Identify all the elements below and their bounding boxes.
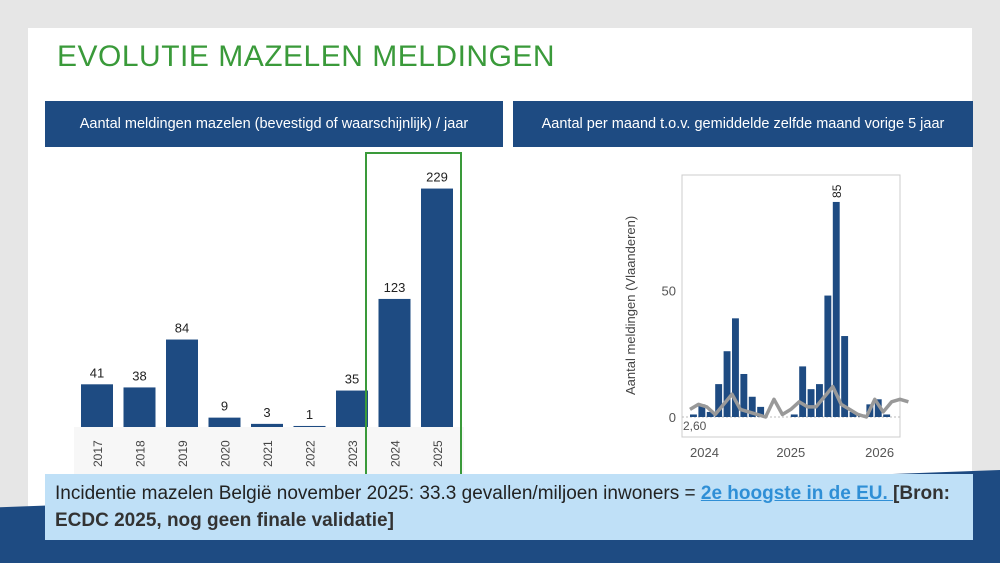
month-bar-12 [790, 414, 798, 417]
month-bar-19 [849, 411, 857, 417]
bar-2025 [421, 188, 453, 427]
bar-2017 [81, 384, 113, 427]
bar-2022 [293, 425, 326, 427]
bar-2021 [251, 423, 283, 427]
bar-2023 [336, 390, 368, 427]
month-bar-7 [748, 396, 756, 417]
average-line [689, 384, 909, 419]
data-label-2021: 3 [263, 405, 270, 420]
bar-2018 [123, 387, 156, 427]
tick-label-2022: 2022 [304, 440, 318, 467]
callout-link[interactable]: 2e hoogste in de EU. [700, 483, 894, 504]
month-bar-3 [715, 384, 723, 417]
month-bar-18 [841, 336, 849, 417]
tick-label-2025: 2025 [431, 440, 445, 467]
month-bar-23 [883, 414, 891, 417]
y-axis-label: Aantal meldingen (Vlaanderen) [623, 216, 638, 395]
tick-label-2018: 2018 [134, 440, 148, 467]
peak-label: 85 [830, 184, 844, 198]
x-tick-2025: 2025 [776, 445, 805, 460]
bar-2019 [166, 339, 198, 427]
month-bar-6 [740, 373, 748, 417]
month-bar-0 [690, 414, 697, 417]
page-title: EVOLUTIE MAZELEN MELDINGEN [57, 40, 556, 73]
tick-label-2020: 2020 [219, 440, 233, 467]
tick-label-2024: 2024 [389, 440, 403, 467]
month-bar-16 [824, 295, 832, 417]
month-bar-1 [698, 404, 706, 417]
data-label-2019: 84 [175, 321, 189, 336]
month-bar-13 [799, 366, 807, 417]
monthly-chart: Aantal meldingen (Vlaanderen) 0 50 2024 2025… [623, 174, 909, 460]
tick-label-2017: 2017 [91, 440, 105, 467]
x-tick-2024: 2024 [690, 445, 719, 460]
y-tick-50: 50 [662, 284, 676, 299]
month-bar-4 [723, 351, 731, 417]
x-tick-2026: 2026 [865, 445, 894, 460]
yearly-bar-chart: 41 2017 38 2018 84 2019 9 2020 3 2021 1 2022 35 2023 1… [74, 152, 464, 478]
month-bar-2 [706, 411, 714, 417]
x-axis-band [74, 427, 464, 477]
right-chart-header: Aantal per maand t.o.v. gemiddelde zelfd… [513, 101, 973, 147]
data-label-2023: 35 [345, 372, 359, 387]
data-label-2018: 38 [132, 368, 146, 383]
tick-label-2023: 2023 [346, 440, 360, 467]
y-tick-0: 0 [669, 410, 676, 425]
callout-source: [Bron: ECDC 2025, nog geen finale valida… [55, 483, 951, 531]
min-label: 2,60 [683, 419, 707, 433]
bar-2020 [208, 417, 241, 427]
tick-label-2021: 2021 [261, 440, 275, 467]
callout-text: Incidentie mazelen België november 2025:… [55, 483, 701, 504]
data-label-2020: 9 [221, 399, 228, 414]
bar-2024 [378, 298, 411, 427]
month-bar-8 [757, 406, 765, 417]
left-chart-header: Aantal meldingen mazelen (bevestigd of w… [45, 101, 503, 147]
month-bar-14 [807, 389, 815, 417]
month-bar-5 [732, 318, 739, 417]
month-bar-22 [874, 399, 882, 417]
plot-frame [681, 174, 901, 438]
callout-box: Incidentie mazelen België november 2025:… [45, 474, 973, 540]
data-label-2024: 123 [384, 280, 406, 295]
month-bar-17 [832, 201, 840, 417]
tick-label-2019: 2019 [176, 440, 190, 467]
data-label-2025: 229 [426, 170, 448, 185]
data-label-2022: 1 [306, 407, 313, 422]
data-label-2017: 41 [90, 365, 104, 380]
